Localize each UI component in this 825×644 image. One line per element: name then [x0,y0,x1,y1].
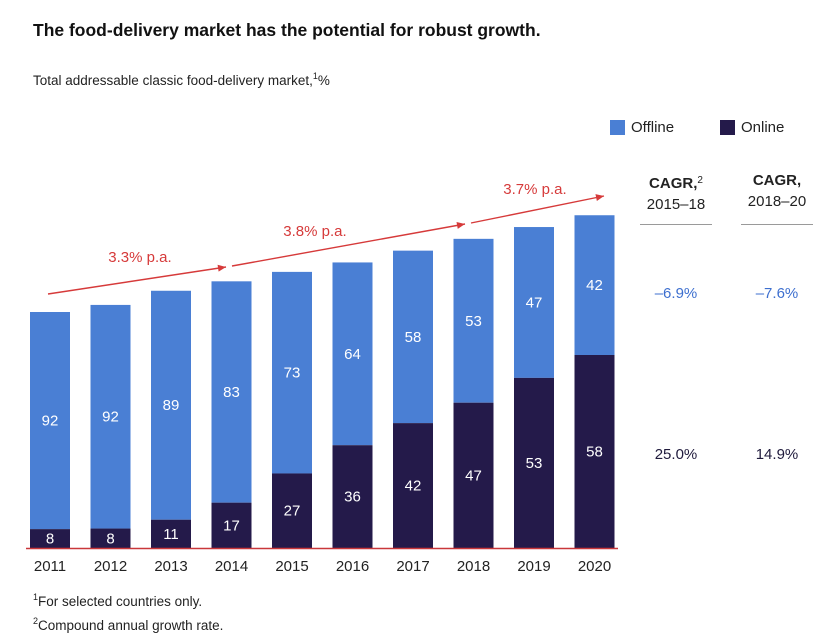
bar-online [514,377,554,548]
cagr-offline-2015-18: –6.9% [654,285,698,302]
bar-offline [574,215,615,355]
x-tick-label: 2014 [215,558,248,575]
growth-arrow-line [47,266,227,295]
data-label-offline: 58 [405,329,422,346]
cagr-offline-2018-20: –7.6% [755,285,799,302]
data-label-offline: 83 [223,384,240,401]
bar-offline [30,312,70,530]
chart-title: The food-delivery market has the potenti… [33,20,541,40]
x-tick-label: 2012 [94,558,127,575]
cagr-period: 2015–18 [646,196,706,213]
bar-offline [393,250,433,424]
bar-offline [514,227,554,378]
data-label-offline: 73 [284,365,301,382]
growth-arrowhead [595,194,604,202]
bar-online [30,529,70,548]
data-label-online: 11 [163,526,179,543]
data-label-offline: 47 [526,294,543,311]
data-label-offline: 64 [344,346,361,363]
footnote-1: 1For selected countries only. [33,592,202,609]
data-label-online: 17 [223,517,240,534]
footnote-mark: 1 [33,592,39,602]
growth-arrow-line [470,195,605,224]
x-tick-label: 2015 [275,558,308,575]
cagr-label: CAGR, [752,172,802,189]
data-label-offline: 53 [465,313,482,330]
data-label-online: 47 [465,467,482,484]
data-label-offline: 42 [586,277,603,294]
data-label-online: 8 [106,530,114,547]
subtitle-text: Total addressable classic food-delivery … [33,73,313,88]
data-label-offline: 89 [163,397,180,414]
bar-offline [332,262,373,446]
growth-arrowhead [217,264,226,272]
cagr-rule [640,224,712,225]
subtitle-footnote-mark: 1 [312,71,318,81]
cagr-online-2018-20: 14.9% [755,446,799,463]
x-tick-label: 2013 [154,558,187,575]
bar-offline [211,281,252,503]
cagr-header-2018-20: CAGR, 2018–20 [734,170,820,212]
legend-online-swatch [720,120,735,135]
bar-online [211,502,252,548]
x-tick-label: 2018 [457,558,490,575]
data-label-online: 8 [46,531,54,548]
legend-online-label: Online [741,119,785,136]
legend-online: Online [720,119,784,136]
cagr-period: 2018–20 [747,193,807,210]
bar-offline [272,271,312,474]
cagr-footnote-mark: 2 [697,175,703,186]
growth-rate-label: 3.8% p.a. [283,223,346,240]
bar-online [574,354,615,548]
bar-offline [453,238,494,403]
footnote-mark: 2 [33,616,39,626]
bar-online [393,423,433,548]
x-tick-label: 2011 [34,558,66,575]
growth-arrowhead [456,221,465,229]
data-label-online: 36 [344,489,361,506]
growth-rate-label: 3.3% p.a. [108,249,171,266]
cagr-label: CAGR, [649,175,698,192]
data-label-offline: 92 [102,409,119,426]
legend-offline-swatch [610,120,625,135]
cagr-rule [741,224,813,225]
cagr-online-2015-18: 25.0% [654,446,698,463]
bar-offline [151,290,191,520]
x-tick-label: 2016 [336,558,369,575]
legend-offline-label: Offline [631,119,675,136]
data-label-online: 27 [284,503,301,520]
chart-subtitle: Total addressable classic food-delivery … [33,71,330,88]
growth-arrow-line [231,223,466,267]
bar-offline [90,304,131,529]
footnote-text: Compound annual growth rate. [38,618,224,633]
cagr-header-2015-18: CAGR,2 2015–18 [633,170,719,215]
x-tick-label: 2020 [578,558,611,575]
growth-rate-label: 3.7% p.a. [503,181,566,198]
data-label-online: 42 [405,478,422,495]
x-tick-label: 2017 [396,558,429,575]
x-tick-label: 2019 [517,558,550,575]
data-label-online: 53 [526,455,543,472]
bar-online [272,473,312,548]
subtitle-unit: % [317,73,330,88]
footnote-text: For selected countries only. [38,594,203,609]
legend-offline: Offline [610,119,674,136]
bar-online [90,528,131,548]
data-label-online: 58 [586,443,603,460]
bar-online [332,445,373,548]
data-label-offline: 92 [42,413,59,430]
bar-online [453,402,494,548]
bar-online [151,519,191,548]
footnote-2: 2Compound annual growth rate. [33,616,223,633]
